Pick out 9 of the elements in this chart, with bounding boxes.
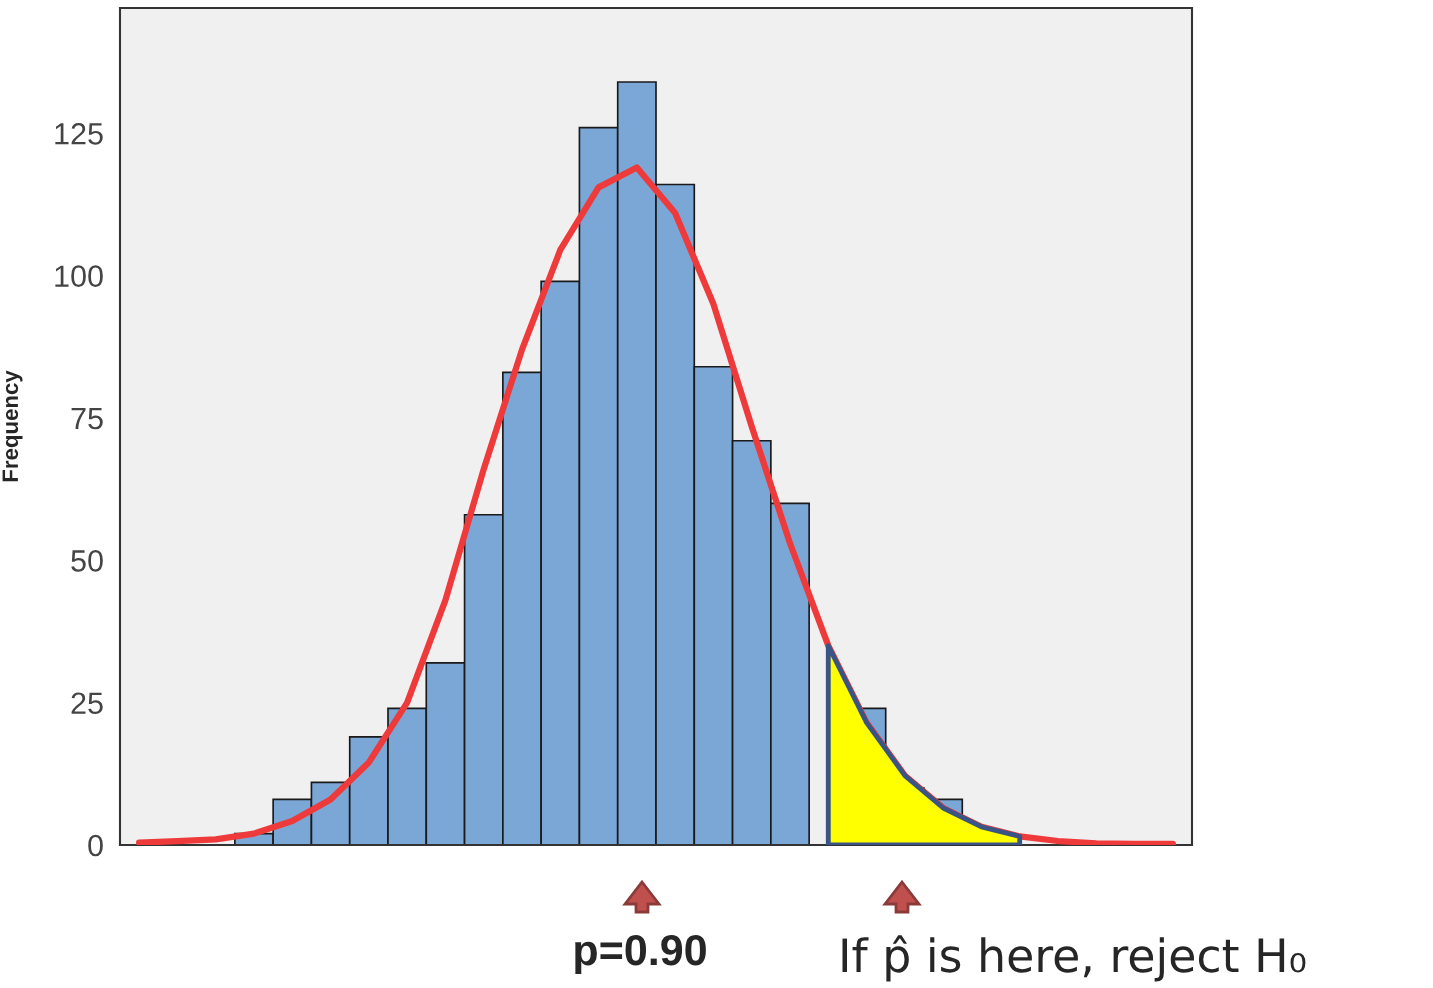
y-tick-label: 75 — [71, 408, 103, 430]
y-tick-label: 0 — [88, 834, 103, 857]
y-tick-label: 25 — [71, 692, 103, 715]
y-axis-title: Frequency — [2, 370, 23, 482]
y-tick-label: 125 — [55, 123, 103, 145]
y-tick-label: 50 — [71, 550, 103, 572]
text: If p̂ is here, reject H₀ — [842, 935, 1306, 982]
y-tick-label: 100 — [55, 265, 103, 287]
text: p=0.90 — [575, 934, 706, 974]
